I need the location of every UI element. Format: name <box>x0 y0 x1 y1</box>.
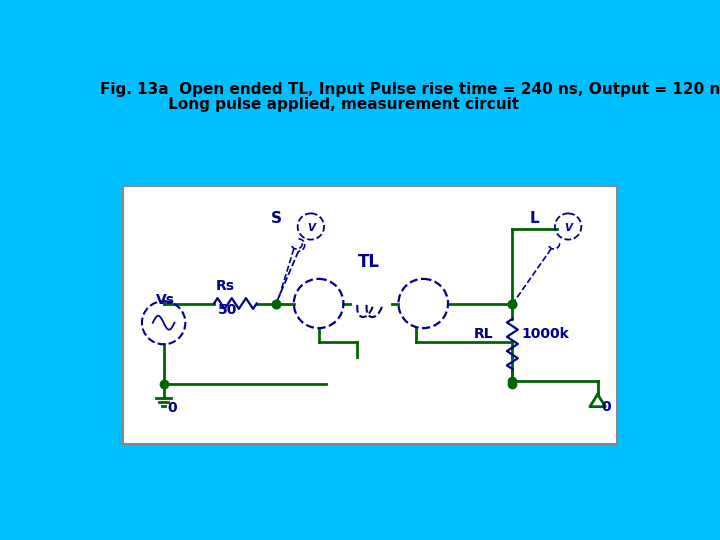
Text: Long pulse applied, measurement circuit: Long pulse applied, measurement circuit <box>100 97 519 112</box>
Text: RL: RL <box>474 327 493 341</box>
Text: TL: TL <box>358 253 380 271</box>
Text: 1000k: 1000k <box>522 327 570 341</box>
Text: 50: 50 <box>218 303 238 318</box>
Text: Rs: Rs <box>215 279 235 293</box>
Text: 0: 0 <box>168 401 177 415</box>
Text: L: L <box>529 211 539 226</box>
Text: Vs: Vs <box>156 294 175 307</box>
Text: S: S <box>271 211 282 226</box>
Text: V: V <box>307 223 315 233</box>
Bar <box>122 186 617 444</box>
Text: V: V <box>564 223 572 233</box>
Text: 0: 0 <box>601 400 611 414</box>
Text: Fig. 13a  Open ended TL, Input Pulse rise time = 240 ns, Output = 120 ns,: Fig. 13a Open ended TL, Input Pulse rise… <box>100 82 720 97</box>
